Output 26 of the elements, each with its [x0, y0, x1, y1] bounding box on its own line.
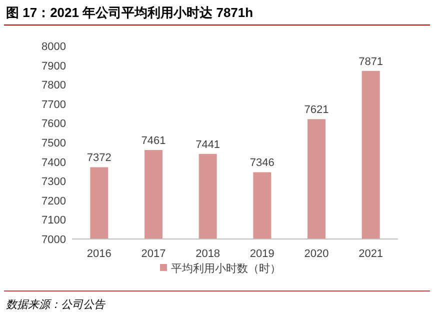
data-label: 7621 — [304, 104, 329, 116]
y-tick-label: 8000 — [42, 41, 66, 53]
x-tick-label: 2018 — [196, 248, 220, 260]
y-tick-label: 7200 — [42, 195, 66, 208]
source-note: 数据来源：公司公告 — [6, 298, 106, 311]
x-tick-label: 2020 — [304, 248, 329, 260]
data-label: 7461 — [141, 135, 166, 148]
y-tick-label: 7900 — [42, 60, 66, 72]
y-tick-label: 7500 — [42, 138, 66, 150]
y-tick-label: 7000 — [42, 234, 66, 246]
data-label: 7346 — [250, 157, 274, 170]
legend-label: 平均利用小时数（时） — [171, 262, 281, 275]
chart-title: 图 17：2021 年公司平均利用小时达 7871h — [6, 5, 254, 20]
y-tick-label: 7400 — [42, 156, 66, 169]
x-tick-label: 2017 — [141, 248, 166, 260]
y-tick-label: 7100 — [42, 214, 66, 227]
y-tick-label: 7300 — [42, 176, 66, 188]
y-tick-label: 7700 — [42, 98, 66, 111]
y-tick-label: 7800 — [42, 80, 66, 92]
data-label: 7372 — [86, 152, 112, 164]
y-tick-label: 7600 — [42, 118, 66, 130]
x-tick-label: 2016 — [86, 248, 112, 260]
x-tick-label: 2021 — [358, 248, 384, 260]
data-label: 7871 — [358, 56, 384, 68]
x-tick-label: 2019 — [250, 248, 274, 260]
data-label: 7441 — [196, 138, 220, 151]
